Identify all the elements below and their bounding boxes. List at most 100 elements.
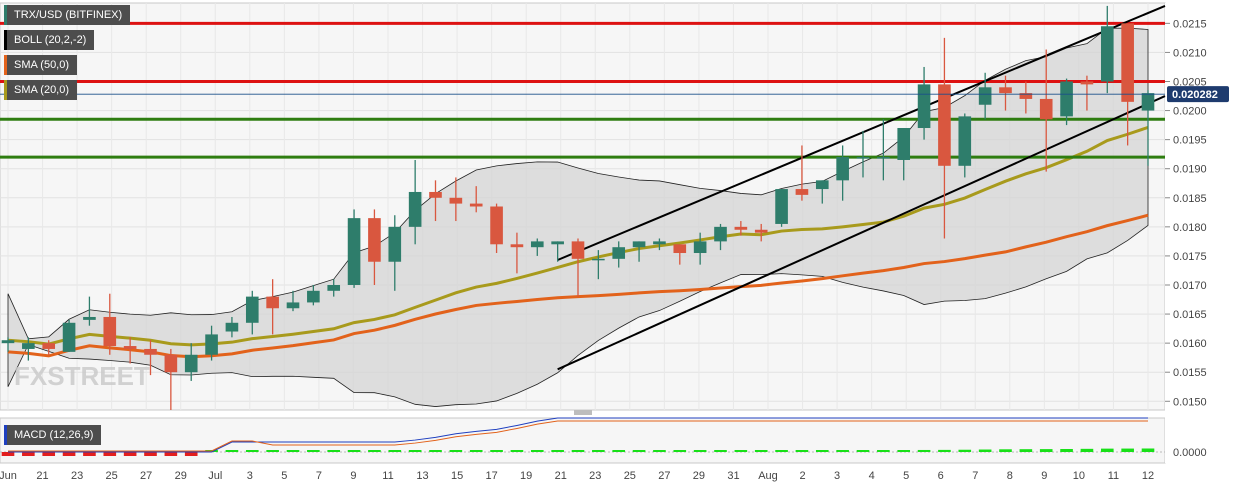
x-tick-label: 23 <box>71 470 83 482</box>
candle-body <box>123 346 137 349</box>
y-tick-label: 0.0200 <box>1173 106 1207 118</box>
candle-body <box>693 241 707 254</box>
y-tick-label: 0.0155 <box>1173 367 1207 379</box>
macd-histogram-bar <box>815 450 829 452</box>
candle-body <box>632 241 646 248</box>
candle-body <box>775 189 788 224</box>
x-tick-label: 6 <box>938 470 944 482</box>
macd-histogram-bar <box>1100 448 1114 452</box>
candle-body <box>1019 93 1033 99</box>
candle-body <box>856 157 870 159</box>
candle-body <box>245 296 259 323</box>
macd-histogram-bar <box>551 450 564 452</box>
x-tick-label: 3 <box>247 470 253 482</box>
candle-body <box>958 116 972 166</box>
macd-histogram-bar <box>632 450 646 452</box>
candle-body <box>1100 26 1114 82</box>
macd-histogram-bar <box>775 450 788 452</box>
x-tick-label: 2 <box>799 470 805 482</box>
candle-body <box>1039 98 1053 120</box>
x-tick-label: 21 <box>555 470 567 482</box>
candle-body <box>449 197 463 204</box>
candle-body <box>836 157 849 181</box>
macd-histogram-bar <box>795 450 809 452</box>
macd-histogram-bar <box>592 450 605 452</box>
candle-body <box>1060 81 1073 117</box>
macd-histogram-bar <box>368 450 381 452</box>
x-tick-label: 27 <box>658 470 670 482</box>
channel-upper-line <box>557 4 1166 261</box>
macd-histogram-bar <box>530 450 544 452</box>
macd-legend-swatch <box>4 425 7 445</box>
legend-swatch <box>4 80 7 100</box>
candle-body <box>1141 93 1155 111</box>
macd-histogram-bar <box>449 450 463 452</box>
x-tick-label: 7 <box>972 470 978 482</box>
candle-body <box>592 258 605 261</box>
candle-body <box>999 87 1012 94</box>
candle-body <box>408 191 422 227</box>
macd-histogram-bar <box>62 452 76 456</box>
candle-body <box>938 84 951 166</box>
y-tick-label: 0.0190 <box>1173 164 1207 176</box>
macd-histogram-bar <box>469 450 483 452</box>
y-tick-label: 0.0215 <box>1173 18 1207 30</box>
x-tick-label: 13 <box>416 470 428 482</box>
y-tick-label: 0.0195 <box>1173 135 1207 147</box>
macd-histogram-bar <box>978 449 992 452</box>
x-tick-label: 11 <box>1108 470 1119 482</box>
macd-histogram-bar <box>1039 449 1053 452</box>
last-price-badge <box>1167 86 1229 103</box>
price-axis-area <box>1165 3 1244 463</box>
x-tick-label: Jun <box>0 470 17 482</box>
macd-histogram-bar <box>184 452 198 456</box>
candle-body <box>286 302 300 309</box>
candle-body <box>734 226 748 230</box>
legend-label: TRX/USD (BITFINEX) <box>14 9 123 21</box>
x-tick-label: 21 <box>36 470 48 482</box>
x-tick-label: 25 <box>624 470 636 482</box>
macd-histogram-bar <box>286 450 300 452</box>
macd-histogram-bar <box>347 450 361 452</box>
legend-item: SMA (50,0) <box>4 55 78 75</box>
macd-histogram-bar <box>754 450 768 452</box>
candle-body <box>530 241 544 248</box>
candle-body <box>978 87 992 105</box>
legend-swatch <box>4 30 7 50</box>
macd-histogram-bar <box>571 450 585 452</box>
y-tick-label: 0.0160 <box>1173 338 1207 350</box>
x-tick-label: 27 <box>140 470 152 482</box>
candle-body <box>1121 23 1134 102</box>
x-tick-label: 29 <box>175 470 187 482</box>
macd-histogram-bar <box>1060 448 1073 452</box>
macd-histogram-bar <box>22 452 35 456</box>
macd-histogram-bar <box>877 450 890 452</box>
macd-histogram-bar <box>1121 448 1134 452</box>
y-tick-label: 0.0185 <box>1173 193 1207 205</box>
macd-histogram-bar <box>999 449 1012 452</box>
macd-legend: MACD (12,26,9) <box>4 425 102 445</box>
candle-body <box>612 247 626 259</box>
macd-histogram-bar <box>612 450 626 452</box>
candle-body <box>653 241 666 245</box>
legend-swatch <box>4 55 7 75</box>
macd-histogram-bar <box>856 450 870 452</box>
macd-histogram-bar <box>83 452 96 456</box>
x-tick-label: 9 <box>1041 470 1047 482</box>
candle-body <box>144 348 157 355</box>
watermark: FXSTREET <box>14 361 150 391</box>
x-tick-label: 29 <box>693 470 705 482</box>
y-tick-label: 0.0180 <box>1173 222 1207 234</box>
candle-body <box>490 206 503 245</box>
candle-body <box>469 203 483 207</box>
candle-body <box>103 316 117 347</box>
macd-histogram-bar <box>734 450 748 452</box>
macd-histogram-bar <box>164 452 178 456</box>
legend-item: SMA (20,0) <box>4 80 78 100</box>
legend-item: BOLL (20,2,-2) <box>4 30 95 50</box>
macd-histogram-bar <box>266 450 279 452</box>
candle-body <box>897 128 911 160</box>
x-tick-label: 25 <box>106 470 118 482</box>
macd-histogram-bar <box>144 452 157 456</box>
candle-body <box>266 296 279 309</box>
